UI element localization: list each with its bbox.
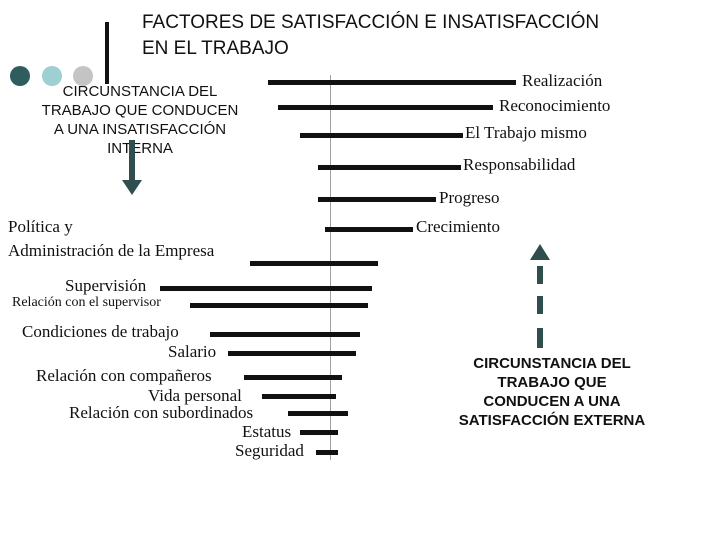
title-divider bbox=[105, 22, 109, 84]
bar-reconocimiento bbox=[278, 105, 493, 110]
label-condiciones: Condiciones de trabajo bbox=[22, 322, 179, 341]
page-title: FACTORES DE SATISFACCIÓN E INSATISFACCIÓ… bbox=[142, 10, 599, 62]
label-crecimiento: Crecimiento bbox=[416, 217, 501, 236]
label-estatus: Estatus bbox=[242, 422, 292, 441]
label-progreso: Progreso bbox=[439, 188, 500, 207]
bar-estatus bbox=[300, 430, 338, 435]
label-politica-1: Política y bbox=[8, 217, 73, 236]
arrow-up-icon bbox=[530, 244, 550, 348]
label-realizacion: Realización bbox=[522, 71, 603, 90]
bar-progreso bbox=[318, 197, 436, 202]
bar-seguridad bbox=[316, 450, 338, 455]
label-salario: Salario bbox=[168, 342, 217, 361]
label-seguridad: Seguridad bbox=[235, 441, 304, 460]
bar-realizacion bbox=[268, 80, 516, 85]
title-line-1: FACTORES DE SATISFACCIÓN E INSATISFACCIÓ… bbox=[142, 12, 600, 33]
bar-condiciones bbox=[210, 332, 360, 337]
bar-vida-personal bbox=[262, 394, 336, 399]
arrow-down-icon bbox=[122, 140, 142, 195]
bar-relacion-supervisor bbox=[190, 303, 368, 308]
label-politica-2: Administración de la Empresa bbox=[8, 241, 215, 260]
bar-salario bbox=[228, 351, 356, 356]
bar-responsabilidad bbox=[318, 165, 461, 170]
label-reconocimiento: Reconocimiento bbox=[499, 96, 611, 115]
label-companeros: Relación con compañeros bbox=[36, 366, 212, 385]
title-line-2: EN EL TRABAJO bbox=[142, 38, 289, 59]
label-vida-personal: Vida personal bbox=[148, 386, 242, 405]
bar-supervision bbox=[160, 286, 372, 291]
label-relacion-supervisor: Relación con el supervisor bbox=[12, 295, 161, 310]
central-axis bbox=[330, 75, 331, 460]
decor-dot-teal bbox=[42, 66, 62, 86]
internal-dissatisfaction-caption: CIRCUNSTANCIA DEL TRABAJO QUE CONDUCEN A… bbox=[41, 83, 239, 157]
bar-subordinados bbox=[288, 411, 348, 416]
label-supervision: Supervisión bbox=[65, 276, 147, 295]
label-subordinados: Relación con subordinados bbox=[69, 403, 254, 422]
bar-crecimiento bbox=[325, 227, 413, 232]
bar-politica bbox=[250, 261, 378, 266]
decor-dot-dark bbox=[10, 66, 30, 86]
bar-companeros bbox=[244, 375, 342, 380]
label-trabajo-mismo: El Trabajo mismo bbox=[465, 123, 587, 142]
decor-dot-gray bbox=[73, 66, 93, 86]
label-responsabilidad: Responsabilidad bbox=[463, 155, 576, 174]
external-satisfaction-caption: CIRCUNSTANCIA DEL TRABAJO QUE CONDUCEN A… bbox=[458, 355, 646, 429]
bar-trabajo-mismo bbox=[300, 133, 463, 138]
